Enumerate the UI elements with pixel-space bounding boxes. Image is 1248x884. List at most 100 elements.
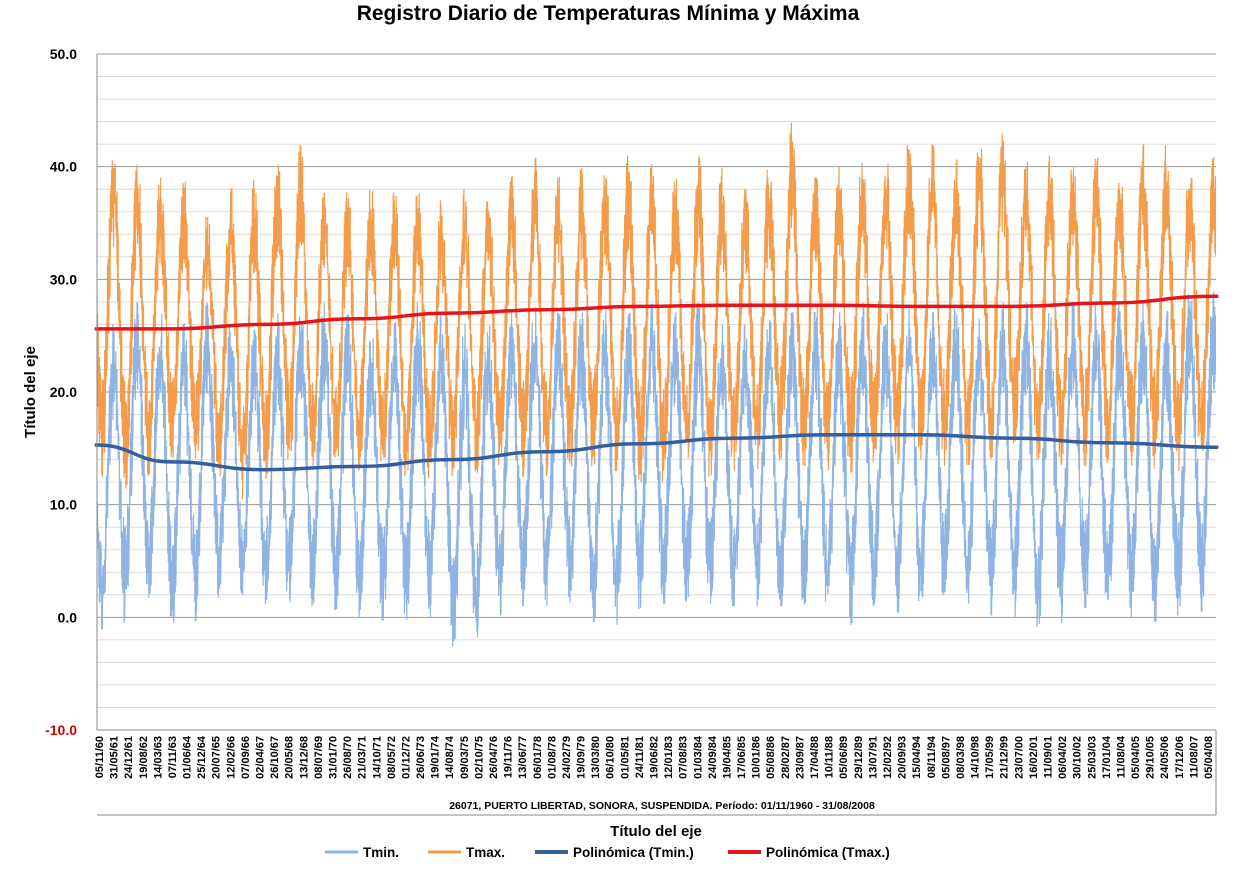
x-tick-label: 13/06/77 bbox=[517, 736, 529, 779]
x-tick-label: 08/05/72 bbox=[386, 736, 398, 779]
x-tick-label: 01/03/84 bbox=[692, 735, 704, 779]
x-tick-label: 01/08/78 bbox=[546, 736, 558, 779]
x-tick-label: 26/10/67 bbox=[269, 736, 281, 779]
y-tick-label: 10.0 bbox=[50, 497, 77, 513]
x-tick-label: 07/09/66 bbox=[240, 736, 252, 779]
x-tick-label: 19/06/82 bbox=[649, 736, 661, 779]
x-tick-label: 26/06/73 bbox=[415, 736, 427, 779]
x-tick-label: 19/01/74 bbox=[430, 735, 442, 779]
x-tick-label: 11/08/07 bbox=[1188, 736, 1200, 778]
x-tick-label: 14/10/71 bbox=[371, 736, 383, 779]
x-tick-label: 21/03/71 bbox=[357, 736, 369, 779]
x-tick-label: 06/01/78 bbox=[532, 736, 544, 779]
x-tick-label: 25/03/03 bbox=[1086, 736, 1098, 779]
x-tick-label: 20/05/68 bbox=[284, 736, 296, 779]
legend-item-poly-tmax: Polinómica (Tmax.) bbox=[728, 845, 890, 860]
x-tick-label: 12/02/92 bbox=[882, 736, 894, 779]
x-tick-label: 11/09/01 bbox=[1043, 736, 1055, 778]
legend-item-poly-tmin: Polinómica (Tmin.) bbox=[535, 845, 694, 860]
x-tick-label: 11/08/04 bbox=[1115, 735, 1127, 778]
x-tick-label: 24/02/79 bbox=[561, 736, 573, 779]
x-tick-label: 13/12/68 bbox=[298, 736, 310, 779]
x-tick-label: 20/09/93 bbox=[897, 736, 909, 779]
x-tick-label: 26/04/76 bbox=[488, 736, 500, 779]
legend-item-tmax: Tmax. bbox=[428, 845, 505, 860]
x-tick-label: 24/05/06 bbox=[1159, 736, 1171, 779]
legend-label-tmax: Tmax. bbox=[466, 845, 505, 860]
x-tick-label: 10/01/86 bbox=[751, 736, 763, 779]
x-tick-label: 29/10/05 bbox=[1145, 736, 1157, 779]
x-tick-label: 14/08/74 bbox=[444, 735, 456, 779]
x-tick-label: 17/12/06 bbox=[1174, 736, 1186, 779]
x-tick-label: 10/11/88 bbox=[824, 736, 836, 778]
x-tick-label: 15/04/94 bbox=[911, 735, 923, 779]
legend-label-poly-tmin: Polinómica (Tmin.) bbox=[573, 845, 694, 860]
series-tmin-line bbox=[97, 291, 1216, 647]
x-tick-label: 21/12/99 bbox=[999, 736, 1011, 779]
y-tick-labels: -10.0 0.0 10.0 20.0 30.0 40.0 50.0 bbox=[45, 46, 77, 738]
x-tick-label: 05/06/89 bbox=[838, 736, 850, 779]
x-tick-label: 01/12/72 bbox=[400, 736, 412, 779]
x-tick-label: 08/07/69 bbox=[313, 736, 325, 779]
legend: Tmin. Tmax. Polinómica (Tmin.) Polinómic… bbox=[325, 845, 890, 860]
x-tick-label: 07/11/63 bbox=[167, 736, 179, 778]
x-tick-label: 01/06/64 bbox=[182, 735, 194, 779]
x-tick-label: 08/11/94 bbox=[926, 735, 938, 778]
y-tick-label: 20.0 bbox=[50, 384, 77, 400]
x-tick-label: 23/09/87 bbox=[794, 736, 806, 779]
x-tick-label: 24/11/81 bbox=[634, 736, 646, 778]
x-tick-label: 05/04/05 bbox=[1130, 736, 1142, 779]
x-tick-label: 17/05/99 bbox=[984, 736, 996, 779]
trend-layer bbox=[94, 294, 1219, 472]
x-tick-label: 19/08/62 bbox=[138, 736, 150, 779]
x-tick-label: 06/04/02 bbox=[1057, 736, 1069, 779]
x-tick-label: 17/04/88 bbox=[809, 736, 821, 779]
x-tick-label: 19/11/76 bbox=[503, 736, 515, 778]
x-tick-label: 08/03/98 bbox=[955, 736, 967, 779]
x-tick-label: 05/11/60 bbox=[94, 736, 106, 778]
x-tick-label: 28/02/87 bbox=[780, 736, 792, 779]
x-tick-label: 07/08/83 bbox=[678, 736, 690, 779]
x-tick-label: 26/08/70 bbox=[342, 736, 354, 779]
x-tick-label: 19/09/79 bbox=[576, 736, 588, 779]
x-tick-label: 24/09/84 bbox=[707, 735, 719, 779]
chart-subtitle: 26071, PUERTO LIBERTAD, SONORA, SUSPENDI… bbox=[449, 800, 875, 812]
x-tick-label: 02/10/75 bbox=[473, 736, 485, 779]
x-tick-labels: 05/11/60 31/05/61 24/12/61 19/08/62 14/03/63… bbox=[94, 735, 1215, 779]
y-tick-label: 50.0 bbox=[50, 46, 77, 62]
legend-label-tmin: Tmin. bbox=[363, 845, 399, 860]
x-tick-label: 05/08/86 bbox=[765, 736, 777, 779]
x-tick-label: 13/03/80 bbox=[590, 736, 602, 779]
x-tick-label: 05/08/97 bbox=[940, 736, 952, 779]
x-tick-label: 12/02/66 bbox=[225, 736, 237, 779]
x-tick-label: 20/07/65 bbox=[211, 736, 223, 779]
chart-title: Registro Diario de Temperaturas Mínima y… bbox=[356, 2, 860, 25]
x-tick-label: 12/01/83 bbox=[663, 736, 675, 779]
series-layer bbox=[97, 122, 1216, 647]
x-tick-label: 31/01/70 bbox=[328, 736, 340, 779]
x-tick-label: 13/07/91 bbox=[867, 736, 879, 779]
y-tick-label: 30.0 bbox=[50, 271, 77, 287]
y-tick-label: 0.0 bbox=[58, 609, 78, 625]
trend-tmax-line bbox=[94, 294, 1219, 331]
x-tick-label: 19/04/85 bbox=[722, 736, 734, 779]
x-tick-label: 05/04/08 bbox=[1203, 736, 1215, 779]
x-tick-label: 06/10/80 bbox=[605, 736, 617, 779]
x-tick-label: 02/04/67 bbox=[255, 736, 267, 779]
legend-label-poly-tmax: Polinómica (Tmax.) bbox=[766, 845, 890, 860]
legend-item-tmin: Tmin. bbox=[325, 845, 399, 860]
x-tick-label: 29/12/89 bbox=[853, 736, 865, 779]
x-tick-label: 01/05/81 bbox=[619, 736, 631, 779]
x-tick-label: 24/12/61 bbox=[123, 736, 135, 779]
x-tick-label: 17/01/04 bbox=[1101, 735, 1113, 779]
x-tick-label: 09/03/75 bbox=[459, 736, 471, 779]
series-tmax-line bbox=[97, 122, 1216, 499]
y-axis-title: Título del eje bbox=[22, 346, 39, 438]
x-tick-label: 31/05/61 bbox=[109, 736, 121, 779]
x-tick-label: 25/12/64 bbox=[196, 735, 208, 779]
x-tick-label: 23/07/00 bbox=[1013, 736, 1025, 779]
x-tick-label: 17/06/85 bbox=[736, 736, 748, 779]
x-tick-label: 14/10/98 bbox=[970, 736, 982, 779]
x-axis-title: Título del eje bbox=[610, 823, 702, 840]
